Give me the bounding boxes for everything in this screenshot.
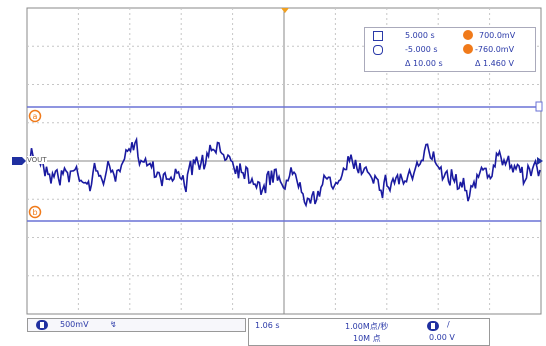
cursor-a-icon[interactable] (28, 109, 42, 123)
cursor-a-volt-icon (463, 30, 473, 40)
cursor-b-icon[interactable] (28, 205, 42, 219)
trigger-level-icon[interactable] (537, 157, 543, 165)
channel-1-bar[interactable]: 500mV ↯ (27, 318, 246, 332)
cursor-a-square-icon (373, 31, 383, 41)
channel-scale: 500mV (60, 320, 89, 329)
cursor-readout-panel: 5.000 s -5.000 s Δ 10.00 s 700.0mV -760.… (364, 27, 536, 72)
cursor-a-volt: 700.0mV (479, 31, 516, 40)
trigger-position-icon[interactable] (281, 8, 289, 13)
cursor-delta-volt: Δ 1.460 V (475, 59, 514, 68)
status-bar: 1.06 s 1.00M点/秒 10M 点 / 0.00 V (248, 318, 490, 346)
cursor-a-time: 5.000 s (405, 31, 435, 40)
cursor-b-time: -5.000 s (405, 45, 438, 54)
channel-1-icon (36, 320, 48, 330)
memory-depth: 10M 点 (353, 334, 381, 343)
time-offset: 1.06 s (255, 321, 280, 330)
cursor-b-circle-icon (373, 45, 383, 55)
sample-rate: 1.00M点/秒 (345, 322, 389, 331)
ground-marker-icon[interactable] (12, 157, 26, 165)
coupling-icon: ↯ (110, 320, 117, 329)
trigger-edge-icon: / (447, 320, 450, 329)
cursor-a-right-marker (535, 101, 543, 112)
channel-label: VOUT (27, 156, 47, 164)
cursor-a-letter: a (33, 112, 38, 121)
cursor-delta-time: Δ 10.00 s (405, 59, 443, 68)
cursor-b-volt: -760.0mV (475, 45, 515, 54)
cursor-b-volt-icon (463, 44, 473, 54)
cursor-b-letter: b (32, 208, 37, 217)
trigger-source-icon (427, 321, 439, 331)
waveform-trace (29, 136, 541, 208)
trigger-level: 0.00 V (429, 333, 455, 342)
